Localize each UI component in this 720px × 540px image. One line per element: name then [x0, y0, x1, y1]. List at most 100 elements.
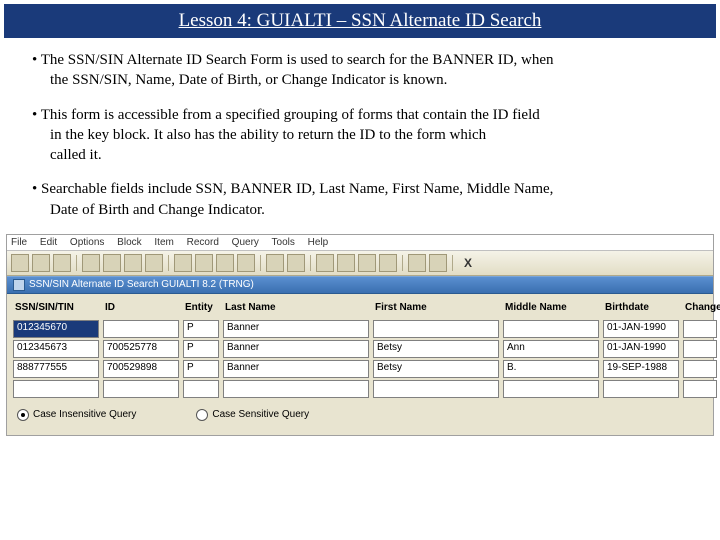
cell-ssn[interactable]: 012345673 — [13, 340, 99, 358]
para2-line2: in the key block. It also has the abilit… — [18, 127, 486, 143]
cell-middle[interactable] — [503, 380, 599, 398]
tb-next-icon[interactable] — [195, 254, 213, 272]
cell-chg[interactable] — [683, 360, 717, 378]
col-id: ID — [101, 300, 181, 319]
table-row: 012345670 P Banner 01-JAN-1990 — [11, 319, 719, 339]
cell-ssn[interactable] — [13, 380, 99, 398]
form-title-bar: SSN/SIN Alternate ID Search GUIALTI 8.2 … — [7, 276, 713, 294]
cell-last[interactable]: Banner — [223, 360, 369, 378]
cell-middle[interactable]: B. — [503, 360, 599, 378]
cell-middle[interactable] — [503, 320, 599, 338]
cell-birth[interactable]: 19-SEP-1988 — [603, 360, 679, 378]
col-ssn: SSN/SIN/TIN — [11, 300, 101, 319]
col-chg: Change — [681, 300, 719, 319]
tb-nav2-icon[interactable] — [337, 254, 355, 272]
cell-middle[interactable]: Ann — [503, 340, 599, 358]
tb-next-block-icon[interactable] — [237, 254, 255, 272]
tb-close-x[interactable]: X — [464, 256, 472, 270]
cell-id[interactable]: 700529898 — [103, 360, 179, 378]
radio-label: Case Sensitive Query — [212, 409, 309, 420]
cell-last[interactable] — [223, 380, 369, 398]
menu-block[interactable]: Block — [117, 237, 141, 248]
tb-separator — [310, 255, 311, 271]
tb-nav4-icon[interactable] — [379, 254, 397, 272]
menu-record[interactable]: Record — [187, 237, 219, 248]
menu-item[interactable]: Item — [154, 237, 173, 248]
tb-prev-block-icon[interactable] — [216, 254, 234, 272]
header-row: SSN/SIN/TIN ID Entity Last Name First Na… — [11, 300, 719, 319]
cell-id[interactable] — [103, 380, 179, 398]
col-birth: Birthdate — [601, 300, 681, 319]
menu-edit[interactable]: Edit — [40, 237, 57, 248]
tb-help-icon[interactable] — [408, 254, 426, 272]
menu-tools[interactable]: Tools — [272, 237, 295, 248]
col-first: First Name — [371, 300, 501, 319]
cell-first[interactable]: Betsy — [373, 360, 499, 378]
form-title-text: SSN/SIN Alternate ID Search GUIALTI 8.2 … — [29, 279, 254, 290]
tb-delete-icon[interactable] — [103, 254, 121, 272]
menu-query[interactable]: Query — [232, 237, 259, 248]
menu-bar: File Edit Options Block Item Record Quer… — [7, 235, 713, 251]
radio-icon — [17, 409, 29, 421]
menu-options[interactable]: Options — [70, 237, 104, 248]
para3-line2: Date of Birth and Change Indicator. — [18, 202, 265, 218]
tb-separator — [260, 255, 261, 271]
tb-prev-icon[interactable] — [174, 254, 192, 272]
cell-last[interactable]: Banner — [223, 320, 369, 338]
cell-chg[interactable] — [683, 340, 717, 358]
radio-icon — [196, 409, 208, 421]
cell-ssn[interactable]: 888777555 — [13, 360, 99, 378]
tb-nav3-icon[interactable] — [358, 254, 376, 272]
banner-form-screenshot: File Edit Options Block Item Record Quer… — [6, 234, 714, 436]
tb-separator — [402, 255, 403, 271]
para2-line3: called it. — [18, 147, 102, 163]
cell-entity[interactable]: P — [183, 360, 219, 378]
cell-entity[interactable]: P — [183, 320, 219, 338]
cell-entity[interactable] — [183, 380, 219, 398]
radio-case-sensitive[interactable]: Case Sensitive Query — [196, 409, 309, 421]
tb-insert-icon[interactable] — [82, 254, 100, 272]
para1-line1: • The SSN/SIN Alternate ID Search Form i… — [18, 52, 554, 68]
lesson-title: Lesson 4: GUIALTI – SSN Alternate ID Sea… — [4, 4, 716, 38]
radio-case-insensitive[interactable]: Case Insensitive Query — [17, 409, 136, 421]
table-row: 012345673 700525778 P Banner Betsy Ann 0… — [11, 339, 719, 359]
tb-execute-query-icon[interactable] — [145, 254, 163, 272]
col-last: Last Name — [221, 300, 371, 319]
radio-label: Case Insensitive Query — [33, 409, 136, 420]
cell-chg[interactable] — [683, 380, 717, 398]
query-options: Case Insensitive Query Case Sensitive Qu… — [11, 399, 709, 425]
cell-birth[interactable]: 01-JAN-1990 — [603, 340, 679, 358]
table-row — [11, 379, 719, 399]
tb-separator — [452, 255, 453, 271]
cell-first[interactable] — [373, 320, 499, 338]
tb-nav-icon[interactable] — [316, 254, 334, 272]
para1-line2: the SSN/SIN, Name, Date of Birth, or Cha… — [18, 72, 447, 88]
data-grid: SSN/SIN/TIN ID Entity Last Name First Na… — [7, 294, 713, 435]
tb-enter-query-icon[interactable] — [124, 254, 142, 272]
menu-help[interactable]: Help — [308, 237, 329, 248]
cell-entity[interactable]: P — [183, 340, 219, 358]
col-entity: Entity — [181, 300, 221, 319]
tb-xquery-icon[interactable] — [287, 254, 305, 272]
tb-print-icon[interactable] — [266, 254, 284, 272]
cell-chg[interactable] — [683, 320, 717, 338]
cell-ssn[interactable]: 012345670 — [13, 320, 99, 338]
tb-separator — [168, 255, 169, 271]
para2-line1: • This form is accessible from a specifi… — [18, 107, 540, 123]
tb-select-icon[interactable] — [53, 254, 71, 272]
tb-separator — [76, 255, 77, 271]
tb-save-icon[interactable] — [11, 254, 29, 272]
tb-online-help-icon[interactable] — [429, 254, 447, 272]
cell-first[interactable]: Betsy — [373, 340, 499, 358]
col-middle: Middle Name — [501, 300, 601, 319]
cell-birth[interactable] — [603, 380, 679, 398]
cell-first[interactable] — [373, 380, 499, 398]
form-icon — [13, 279, 25, 291]
cell-id[interactable]: 700525778 — [103, 340, 179, 358]
cell-birth[interactable]: 01-JAN-1990 — [603, 320, 679, 338]
menu-file[interactable]: File — [11, 237, 27, 248]
cell-id[interactable] — [103, 320, 179, 338]
cell-last[interactable]: Banner — [223, 340, 369, 358]
para3-line1: • Searchable fields include SSN, BANNER … — [18, 181, 553, 197]
tb-rollback-icon[interactable] — [32, 254, 50, 272]
